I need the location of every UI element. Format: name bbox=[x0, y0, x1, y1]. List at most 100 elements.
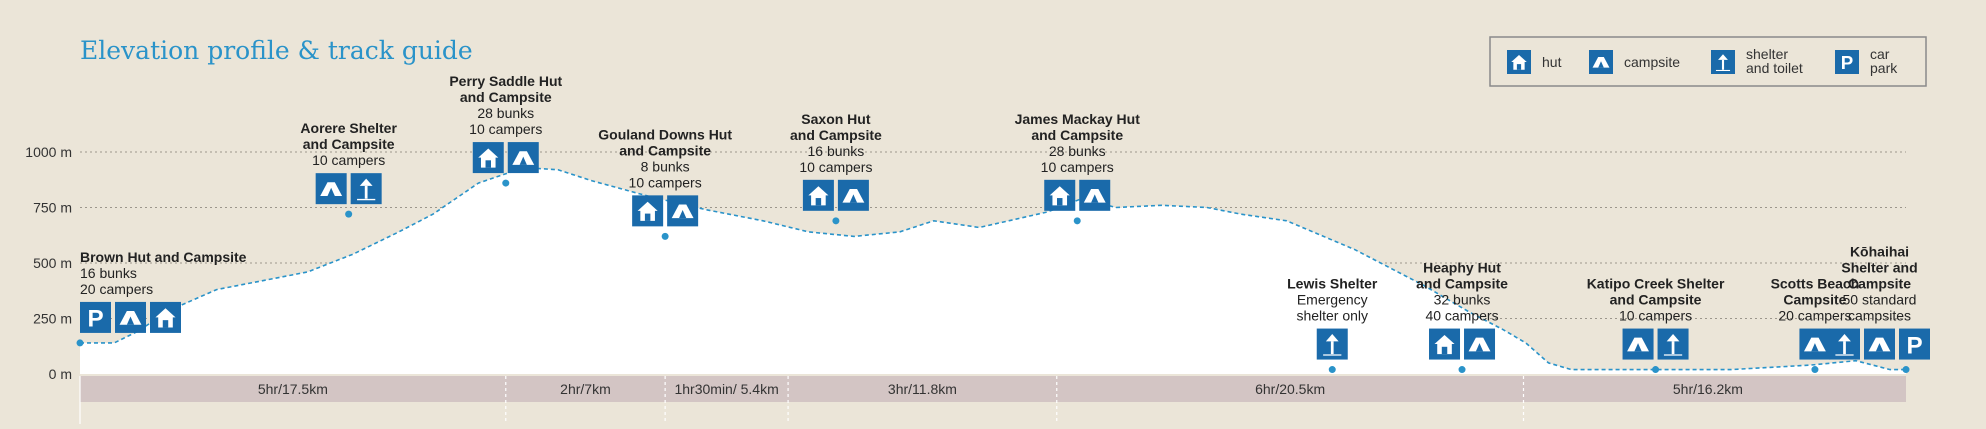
campsite-icon bbox=[507, 142, 539, 174]
hut-icon bbox=[1507, 50, 1531, 74]
legend-label: shelter bbox=[1746, 46, 1788, 62]
stop-detail: 20 campers bbox=[80, 281, 153, 297]
stop-name: Saxon Hut bbox=[801, 111, 871, 127]
car-park-icon-letter: P bbox=[1906, 332, 1922, 359]
y-tick-label: 500 m bbox=[33, 255, 72, 271]
segment-band-bg bbox=[80, 376, 1906, 402]
shelter-icon-roof bbox=[1325, 334, 1339, 342]
stop-name: Gouland Downs Hut bbox=[598, 126, 732, 142]
campsite-icon-door bbox=[519, 156, 527, 165]
stop-name: Perry Saddle Hut bbox=[449, 73, 562, 89]
stop-marker bbox=[1652, 366, 1660, 374]
car-park-icon: P bbox=[80, 301, 111, 333]
hut-icon bbox=[472, 142, 504, 174]
shelter-toilet-icon bbox=[350, 173, 382, 205]
stop-detail: shelter only bbox=[1296, 308, 1368, 324]
legend-box bbox=[1489, 36, 1927, 87]
stop-detail: 28 bunks bbox=[477, 105, 534, 121]
stop-name: Katipo Creek Shelter bbox=[1587, 276, 1725, 292]
campsite-icon bbox=[667, 195, 699, 227]
stop-detail: 10 campers bbox=[312, 152, 385, 168]
stop-marker bbox=[345, 210, 353, 218]
stop-name: and Campsite bbox=[790, 127, 882, 143]
shelter-icon-post bbox=[1330, 341, 1334, 355]
hut-icon bbox=[1429, 328, 1461, 360]
campsite-icon-door bbox=[327, 187, 335, 196]
stop-name: Kōhaihai bbox=[1850, 244, 1909, 260]
stop-name: Lewis Shelter bbox=[1287, 276, 1378, 292]
campsite-icon bbox=[1079, 179, 1111, 211]
campsite-icon-door bbox=[1091, 194, 1099, 203]
campsite-icon-door bbox=[1475, 343, 1484, 352]
stop-marker bbox=[1073, 217, 1081, 225]
campsite-icon bbox=[837, 179, 869, 211]
hut-icon bbox=[802, 179, 834, 211]
shelter-icon-post bbox=[364, 185, 368, 199]
route-line bbox=[80, 166, 1906, 371]
hut-icon-door bbox=[1516, 64, 1522, 70]
stop-detail: 10 campers bbox=[799, 159, 872, 175]
campsite-icon bbox=[1864, 328, 1895, 360]
stop-name: and Campsite bbox=[1031, 127, 1123, 143]
campsite-icon bbox=[1464, 328, 1496, 360]
y-tick-label: 750 m bbox=[33, 200, 72, 216]
hut-icon-door bbox=[1057, 198, 1063, 206]
stop-name: Brown Hut and Campsite bbox=[80, 249, 247, 265]
shelter-toilet-icon bbox=[1657, 328, 1689, 360]
legend-label: campsite bbox=[1624, 54, 1680, 70]
stop-name: and Campsite bbox=[460, 89, 552, 105]
stop-detail: 8 bunks bbox=[641, 158, 690, 174]
stop-detail: campsites bbox=[1848, 308, 1911, 324]
campsite-icon-door bbox=[126, 316, 135, 325]
hut-icon-shape bbox=[478, 148, 499, 168]
stop-detail: 40 campers bbox=[1425, 308, 1498, 324]
stop-name: and Campsite bbox=[303, 136, 395, 152]
shelter-toilet-icon bbox=[1711, 50, 1735, 74]
car-park-icon-bg bbox=[1899, 328, 1930, 360]
stop-name: and Campsite bbox=[1416, 276, 1508, 292]
legend-label: and toilet bbox=[1746, 60, 1803, 76]
segment-label: 1hr30min/ 5.4km bbox=[674, 381, 778, 397]
shelter-icon-roof bbox=[1666, 334, 1680, 342]
hut-icon-shape bbox=[1511, 54, 1527, 70]
segment-label: 6hr/20.5km bbox=[1255, 381, 1325, 397]
stop-detail: 16 bunks bbox=[807, 143, 864, 159]
shelter-icon-post bbox=[1671, 341, 1675, 355]
campsite-icon bbox=[1589, 50, 1613, 74]
stop-marker bbox=[1811, 366, 1819, 374]
segment-band: 5hr/17.5km 2hr/7km 1hr30min/ 5.4km 3hr/11.8… bbox=[79, 376, 1906, 424]
stop-detail: Emergency bbox=[1297, 292, 1368, 308]
segment-label: 5hr/16.2km bbox=[1673, 381, 1743, 397]
campsite-icon-door bbox=[1634, 343, 1642, 352]
shelter-icon-roof bbox=[359, 178, 373, 186]
segment-label: 5hr/17.5km bbox=[258, 381, 328, 397]
campsite-icon bbox=[1622, 328, 1654, 360]
stop-name: Aorere Shelter bbox=[300, 120, 397, 136]
stop-name: and Campsite bbox=[1610, 292, 1702, 308]
stop-name: Shelter and bbox=[1841, 260, 1917, 276]
stop-name: Campsite bbox=[1848, 276, 1911, 292]
hut-icon-door bbox=[485, 160, 491, 168]
campsite-icon-door bbox=[1811, 343, 1819, 352]
car-park-icon-bg bbox=[1835, 50, 1859, 74]
car-park-icon: P bbox=[1835, 50, 1859, 74]
stop-marker bbox=[1328, 366, 1336, 374]
stop-detail: 10 campers bbox=[629, 174, 702, 190]
hut-icon bbox=[1044, 179, 1076, 211]
shelter-toilet-icon bbox=[1316, 328, 1348, 360]
stop-detail: 28 bunks bbox=[1049, 143, 1106, 159]
stop-name: Heaphy Hut bbox=[1423, 260, 1501, 276]
y-tick-label: 1000 m bbox=[25, 144, 72, 160]
stop-detail: 32 bunks bbox=[1434, 292, 1491, 308]
hut-icon-door bbox=[644, 213, 651, 221]
hut-icon-shape bbox=[155, 308, 176, 328]
stop-detail: 16 bunks bbox=[80, 265, 137, 281]
stop-name: James Mackay Hut bbox=[1015, 111, 1141, 127]
campsite-icon bbox=[315, 173, 347, 205]
hut-icon bbox=[150, 301, 181, 333]
y-tick-label: 250 m bbox=[33, 311, 72, 327]
shelter-icon-roof bbox=[1838, 334, 1851, 342]
campsite-icon-door bbox=[678, 209, 687, 219]
